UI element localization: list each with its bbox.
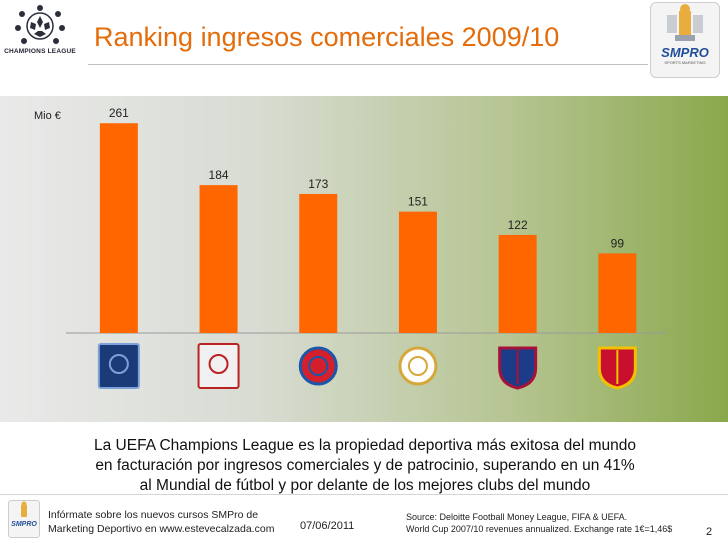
page-number: 2 [706,526,713,538]
statement-line-3: al Mundial de fútbol y por delante de lo… [139,477,591,494]
data-label-3: 151 [408,195,428,209]
footer-source-line-1: Source: Deloitte Football Money League, … [406,512,628,522]
bar-5 [598,253,637,333]
footer-divider [0,494,728,495]
manchester-united-logo [597,346,637,390]
bar-1 [199,185,238,333]
data-label-4: 122 [508,218,528,232]
y-axis-label: Mio € [34,110,61,122]
bar-0 [99,123,138,333]
smpro-mini-logo: SMPRO [8,500,40,538]
trophy-figure-icon [667,4,703,41]
smpro-logo: SMPRO SPORTS MARKETING [650,2,720,78]
statement-line-2: en facturación por ingresos comerciales … [95,457,635,474]
bar-chart: 261 184 173 151 122 99 [66,106,666,390]
data-label-0: 261 [109,106,129,120]
world-cup-2010-logo [197,343,240,389]
barcelona-logo [498,346,538,390]
bayern-logo [298,346,338,386]
smpro-logo-text: SMPRO [661,45,709,60]
data-label-1: 184 [209,168,229,182]
champions-league-logo [15,5,65,44]
real-madrid-logo [398,346,438,386]
champions-league-logo [97,343,140,389]
data-label-5: 99 [611,236,625,250]
summary-statement: La UEFA Champions League es la propiedad… [60,436,670,496]
footer-course-line-1: Infórmate sobre los nuevos cursos SMPro … [48,509,259,521]
footer-course-line-2: Marketing Deportivo en www.estevecalzada… [48,523,275,535]
smpro-logo-subtext: SPORTS MARKETING [664,60,706,65]
statement-line-1: La UEFA Champions League es la propiedad… [94,437,636,454]
trophy-mini-icon [21,501,27,517]
footer-course-info: Infórmate sobre los nuevos cursos SMPro … [48,508,274,536]
bar-2 [299,193,338,333]
page-title: Ranking ingresos comerciales 2009/10 [94,22,560,52]
smpro-mini-logo-text: SMPRO [11,521,37,528]
champions-league-logo-text: CHAMPIONS LEAGUE [4,48,76,55]
footer-source-line-2: World Cup 2007/10 revenues annualized. E… [406,524,673,534]
footer-date: 07/06/2011 [300,520,355,532]
title-divider [88,64,648,65]
bar-3 [398,211,437,333]
bar-4 [498,234,537,333]
footer-source: Source: Deloitte Football Money League, … [406,511,712,535]
data-label-2: 173 [308,177,328,191]
